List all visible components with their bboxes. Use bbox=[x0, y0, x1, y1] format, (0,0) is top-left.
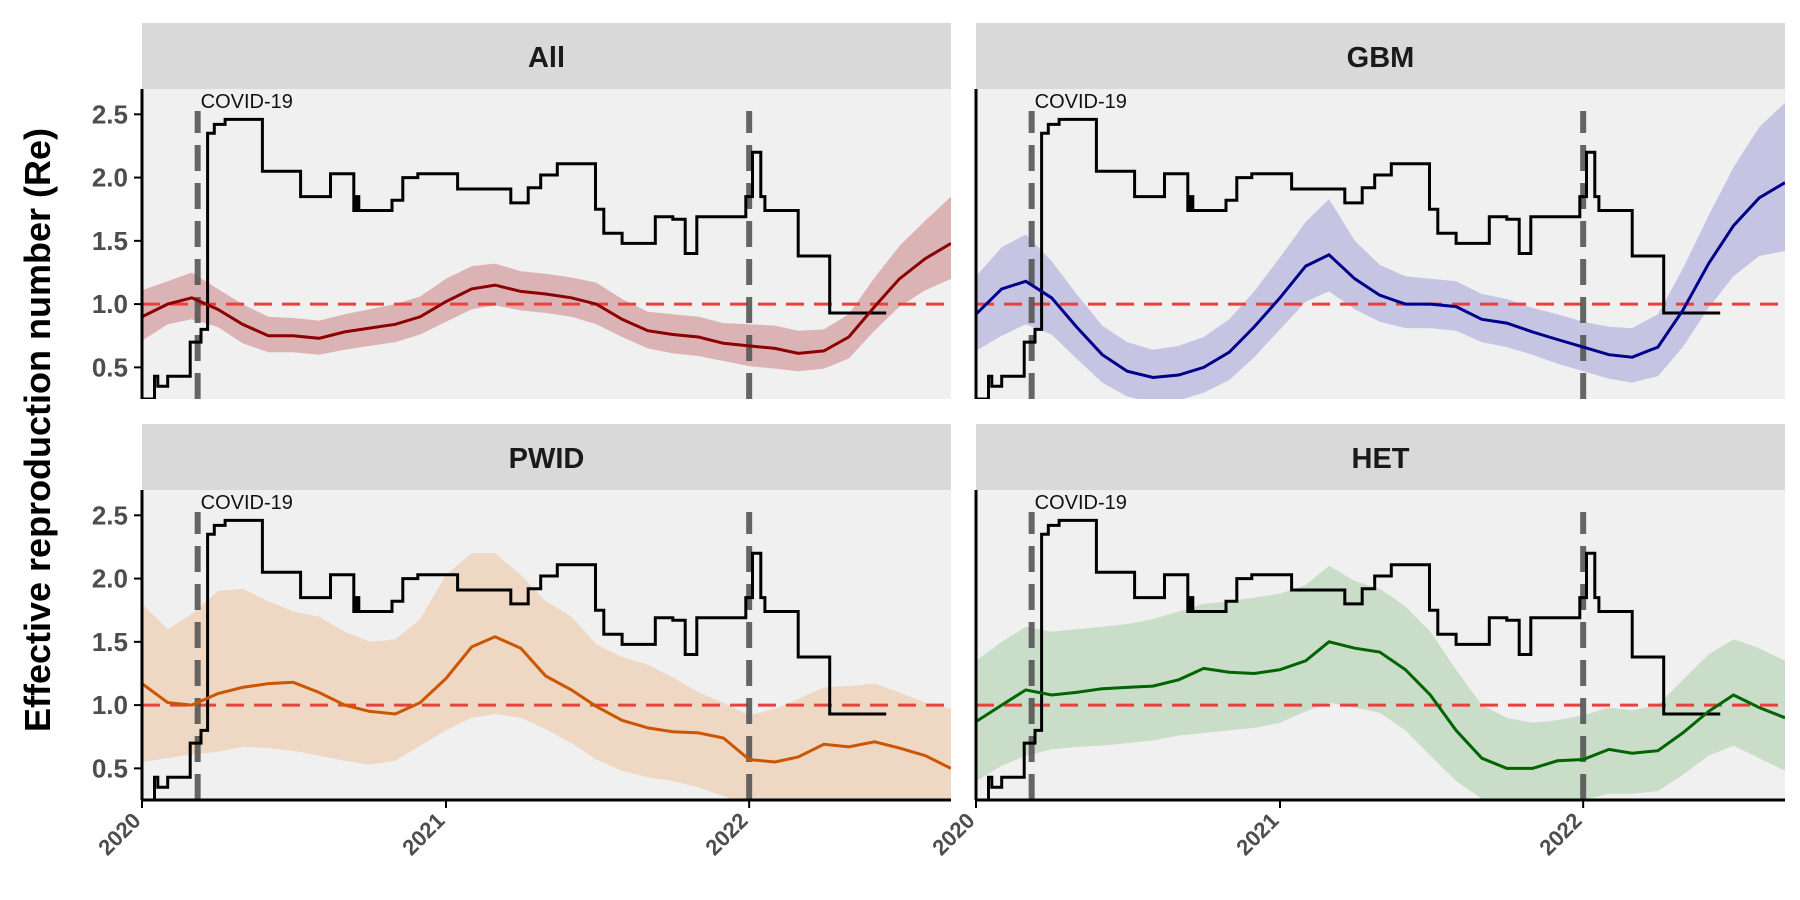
mean-re-line bbox=[976, 181, 1785, 380]
confidence-band bbox=[976, 102, 1785, 399]
policy-step-line bbox=[142, 518, 887, 800]
covid-annotation: COVID-19 bbox=[201, 492, 293, 514]
facet-strip bbox=[976, 424, 1785, 490]
x-tick-label: 2022 bbox=[700, 808, 752, 860]
y-tick-label: 2.0 bbox=[92, 163, 128, 193]
plot-area bbox=[976, 102, 1785, 399]
policy-step-line bbox=[142, 117, 887, 399]
covid-annotation: COVID-19 bbox=[1035, 492, 1127, 514]
y-tick-label: 1.5 bbox=[92, 627, 128, 657]
facet-strip bbox=[976, 23, 1785, 89]
y-tick-label: 2.5 bbox=[92, 99, 128, 129]
y-tick-label: 0.5 bbox=[92, 352, 128, 382]
y-tick-label: 2.5 bbox=[92, 500, 128, 530]
plot-area bbox=[976, 512, 1785, 800]
mean-re-line bbox=[976, 640, 1785, 770]
x-tick-label: 2020 bbox=[927, 808, 979, 860]
facet-strip bbox=[142, 424, 951, 490]
facet-title: HET bbox=[1352, 443, 1410, 475]
policy-step-line bbox=[976, 518, 1721, 800]
mean-re-line bbox=[142, 242, 951, 355]
y-tick-label: 2.0 bbox=[92, 564, 128, 594]
facet-title: PWID bbox=[509, 443, 585, 475]
mean-re-line bbox=[142, 635, 951, 770]
facet-strip bbox=[142, 23, 951, 89]
x-tick-label: 2020 bbox=[93, 808, 145, 860]
facet-all: All COVID-19 0.5 1.0 1.5 2.0 2.5 bbox=[92, 23, 951, 399]
y-tick-label: 1.0 bbox=[92, 690, 128, 720]
facet-gbm: GBM COVID-19 bbox=[974, 23, 1785, 399]
facet-het: HET COVID-19 2020 2021 2022 bbox=[927, 424, 1785, 860]
covid-annotation: COVID-19 bbox=[201, 91, 293, 113]
covid-annotation: COVID-19 bbox=[1035, 91, 1127, 113]
x-tick-label: 2022 bbox=[1534, 808, 1586, 860]
y-tick-label: 1.5 bbox=[92, 226, 128, 256]
y-tick-label: 1.0 bbox=[92, 289, 128, 319]
y-axis-label: Effective reproduction number (Re) bbox=[17, 128, 58, 732]
facet-panels: AllCOVID-190.51.01.52.02.5GBMCOVID-19PWI… bbox=[92, 23, 1785, 860]
facet-title: GBM bbox=[1347, 42, 1415, 74]
facet-pwid: PWID COVID-19 0.5 1.0 1.5 2.0 2.5 2020 2021 2022 bbox=[92, 424, 951, 860]
confidence-band bbox=[142, 196, 951, 372]
plot-area bbox=[142, 512, 951, 800]
x-tick-label: 2021 bbox=[1231, 808, 1283, 860]
y-tick-label: 0.5 bbox=[92, 753, 128, 783]
policy-step-line bbox=[976, 117, 1721, 399]
x-tick-label: 2021 bbox=[397, 808, 449, 860]
plot-area bbox=[142, 111, 951, 399]
facet-title: All bbox=[528, 42, 565, 74]
